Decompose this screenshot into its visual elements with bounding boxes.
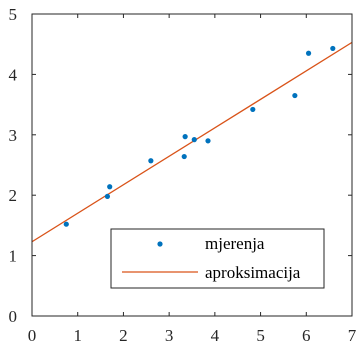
x-tick-label: 5 [256,326,265,345]
data-point [63,221,69,227]
data-point [250,106,256,113]
data-point [205,138,211,144]
x-tick-label: 4 [211,326,220,345]
data-point [181,153,187,160]
fit-line [32,41,352,243]
legend-label-aproksimacija: aproksimacija [205,263,301,282]
data-point [104,193,111,200]
data-point [148,158,154,164]
x-tick-label: 6 [302,326,311,345]
y-tick-label: 0 [9,307,18,326]
data-point [182,134,188,140]
data-point [191,137,197,143]
series-group [32,41,352,243]
legend-label-mjerenja: mjerenja [205,234,265,253]
x-tick-label: 7 [348,326,357,345]
axes-box [31,13,353,317]
data-point [330,45,336,52]
y-tick-label: 5 [9,5,18,24]
data-point [305,50,312,56]
data-point [292,92,298,99]
legend [110,228,325,289]
y-tick-label: 3 [9,126,18,145]
y-tick-label: 4 [9,65,18,84]
legend-marker-mjerenja [157,241,163,247]
x-tick-label: 0 [28,326,37,345]
data-point [107,184,113,190]
x-tick-label: 2 [119,326,128,345]
y-tick-label: 1 [9,247,18,266]
x-tick-label: 1 [73,326,82,345]
y-tick-label: 2 [9,186,18,205]
x-tick-label: 3 [165,326,174,345]
